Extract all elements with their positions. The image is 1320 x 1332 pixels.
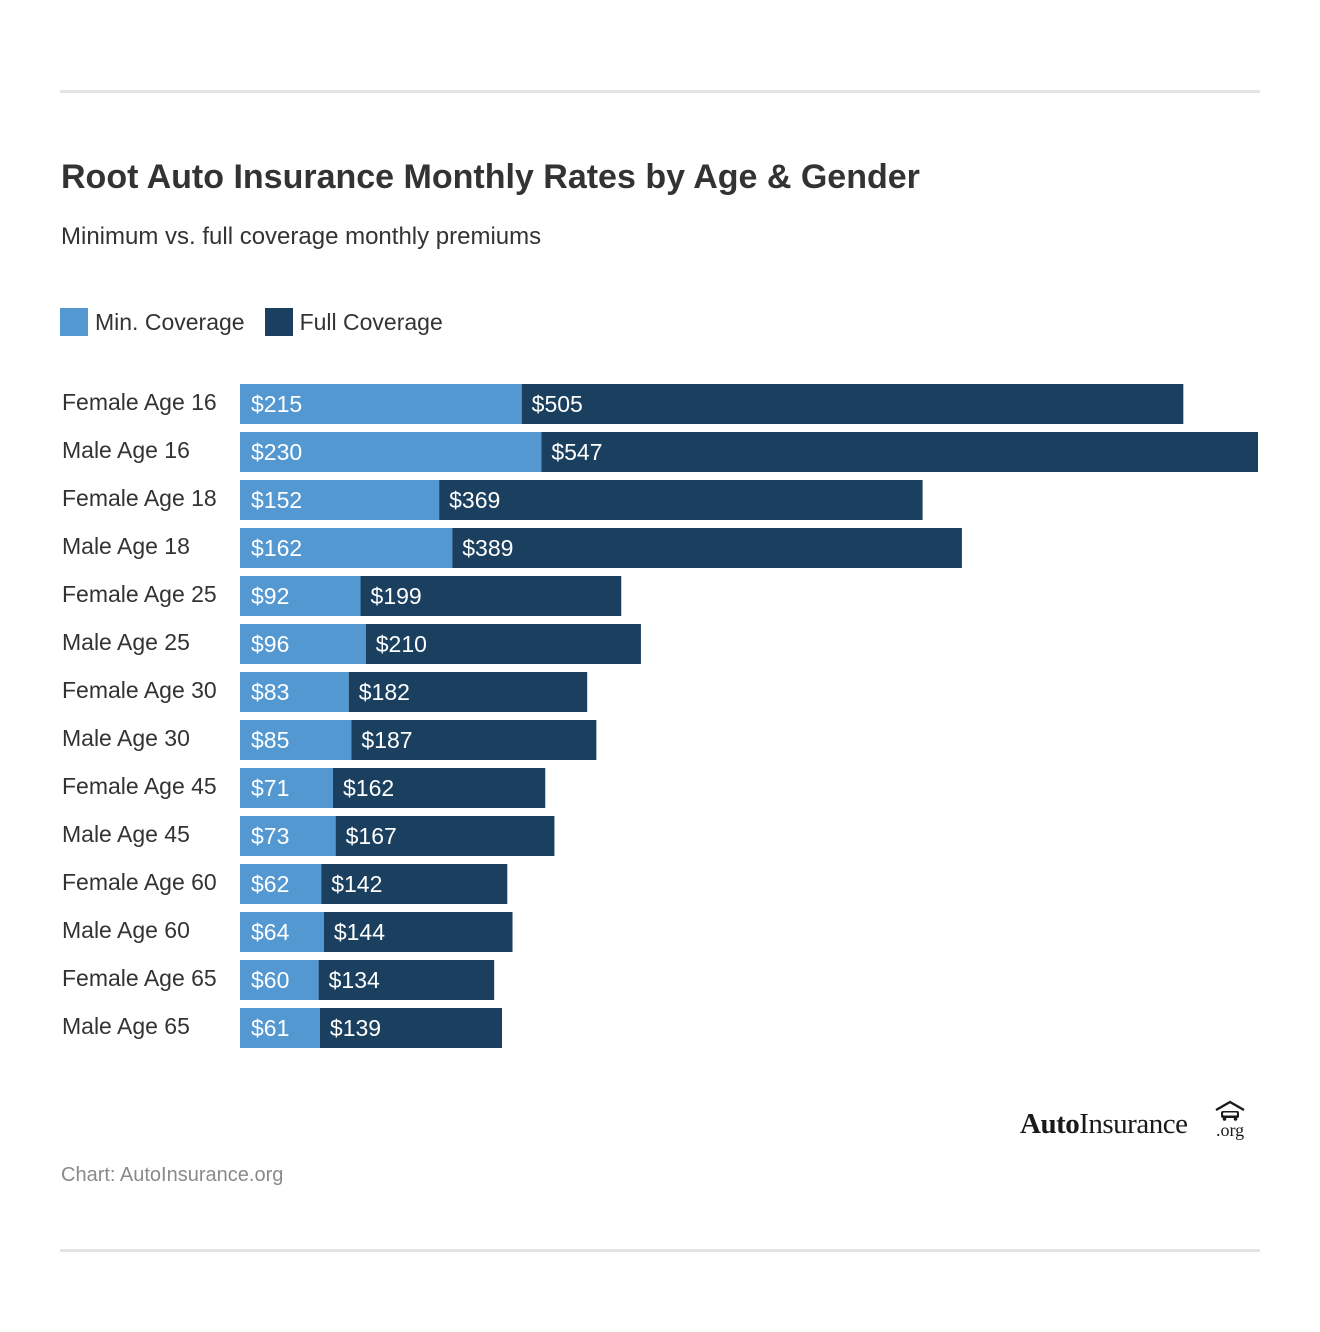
- value-label-min-male-age-16: $230: [251, 439, 302, 465]
- value-label-min-female-age-45: $71: [251, 775, 289, 801]
- logo-wordmark: AutoInsurance: [1020, 1108, 1188, 1140]
- legend: Min. Coverage Full Coverage: [60, 308, 463, 336]
- bar-full-male-age-65[interactable]: [319, 1008, 503, 1048]
- value-label-min-female-age-25: $92: [251, 583, 289, 609]
- value-label-full-male-age-30: $187: [361, 727, 412, 753]
- value-label-full-female-age-18: $369: [449, 487, 500, 513]
- bar-full-female-age-18[interactable]: [439, 480, 923, 520]
- legend-swatch-min: [60, 308, 88, 336]
- logo-org: .org: [1216, 1120, 1245, 1140]
- chart-source: Chart: AutoInsurance.org: [61, 1164, 284, 1186]
- value-label-min-female-age-16: $215: [251, 391, 302, 417]
- value-label-min-female-age-60: $62: [251, 871, 289, 897]
- value-label-min-female-age-18: $152: [251, 487, 302, 513]
- bar-min-female-age-30[interactable]: [240, 672, 349, 712]
- value-label-min-male-age-25: $96: [251, 631, 289, 657]
- legend-item-full[interactable]: Full Coverage: [264, 308, 443, 336]
- legend-label-min: Min. Coverage: [95, 308, 245, 335]
- bar-full-female-age-30[interactable]: [348, 672, 588, 712]
- autoinsurance-logo[interactable]: AutoInsurance .org: [1020, 1100, 1252, 1146]
- value-label-min-male-age-60: $64: [251, 919, 290, 945]
- bar-min-female-age-25[interactable]: [240, 576, 361, 616]
- value-label-full-male-age-25: $210: [376, 631, 427, 657]
- value-label-min-female-age-30: $83: [251, 679, 289, 705]
- category-label-female-age-18: Female Age 18: [62, 485, 217, 511]
- value-label-min-female-age-65: $60: [251, 967, 289, 993]
- category-label-female-age-30: Female Age 30: [62, 677, 217, 703]
- value-label-full-female-age-60: $142: [331, 871, 382, 897]
- value-label-min-male-age-45: $73: [251, 823, 289, 849]
- category-label-male-age-18: Male Age 18: [62, 533, 190, 559]
- bar-full-male-age-25[interactable]: [365, 624, 641, 664]
- bar-min-male-age-18[interactable]: [240, 528, 453, 568]
- value-label-full-female-age-65: $134: [329, 967, 380, 993]
- legend-swatch-full: [264, 308, 293, 336]
- category-label-female-age-25: Female Age 25: [62, 581, 217, 607]
- bar-full-female-age-16[interactable]: [521, 384, 1184, 424]
- category-label-male-age-16: Male Age 16: [62, 437, 190, 463]
- value-label-full-female-age-30: $182: [359, 679, 410, 705]
- bar-full-male-age-18[interactable]: [452, 528, 962, 568]
- bar-min-female-age-65[interactable]: [240, 960, 319, 1000]
- top-divider: [60, 90, 1260, 93]
- bar-min-male-age-45[interactable]: [240, 816, 336, 856]
- value-label-full-male-age-65: $139: [330, 1015, 381, 1041]
- value-label-full-female-age-25: $199: [371, 583, 422, 609]
- category-label-male-age-65: Male Age 65: [62, 1013, 190, 1039]
- bar-min-male-age-25[interactable]: [240, 624, 366, 664]
- chart-subtitle: Minimum vs. full coverage monthly premiu…: [61, 223, 542, 250]
- bar-full-male-age-16[interactable]: [541, 432, 1258, 472]
- category-label-male-age-60: Male Age 60: [62, 917, 190, 943]
- bar-min-female-age-16[interactable]: [240, 384, 522, 424]
- value-label-full-male-age-16: $547: [551, 439, 602, 465]
- category-label-male-age-30: Male Age 30: [62, 725, 190, 751]
- bar-min-female-age-60[interactable]: [240, 864, 322, 904]
- category-label-male-age-25: Male Age 25: [62, 629, 190, 655]
- bar-full-female-age-25[interactable]: [360, 576, 622, 616]
- bar-full-female-age-60[interactable]: [321, 864, 508, 904]
- bar-min-male-age-60[interactable]: [240, 912, 324, 952]
- car-garage-icon: [1215, 1100, 1245, 1121]
- bar-chart: Female Age 16 $215 $505 Male Age 16 $230 $547…: [62, 384, 1258, 1048]
- category-label-female-age-65: Female Age 65: [62, 965, 217, 991]
- category-label-female-age-16: Female Age 16: [62, 389, 217, 415]
- value-label-full-male-age-60: $144: [334, 919, 385, 945]
- category-label-male-age-45: Male Age 45: [62, 821, 190, 847]
- bar-full-female-age-65[interactable]: [318, 960, 495, 1000]
- bar-full-male-age-30[interactable]: [351, 720, 597, 760]
- category-label-female-age-60: Female Age 60: [62, 869, 217, 895]
- bottom-divider: [60, 1249, 1260, 1252]
- value-label-min-male-age-65: $61: [251, 1015, 289, 1041]
- bar-min-female-age-18[interactable]: [240, 480, 440, 520]
- chart-title: Root Auto Insurance Monthly Rates by Age…: [61, 158, 920, 196]
- bar-min-male-age-30[interactable]: [240, 720, 352, 760]
- value-label-full-female-age-16: $505: [532, 391, 583, 417]
- bar-full-female-age-45[interactable]: [333, 768, 546, 808]
- value-label-full-female-age-45: $162: [343, 775, 394, 801]
- value-label-full-male-age-18: $389: [462, 535, 513, 561]
- category-label-female-age-45: Female Age 45: [62, 773, 217, 799]
- bar-min-male-age-16[interactable]: [240, 432, 542, 472]
- value-label-min-male-age-30: $85: [251, 727, 289, 753]
- bar-min-male-age-65[interactable]: [240, 1008, 320, 1048]
- value-label-full-male-age-45: $167: [346, 823, 397, 849]
- legend-label-full: Full Coverage: [299, 308, 443, 335]
- legend-item-min[interactable]: Min. Coverage: [60, 308, 245, 336]
- bar-full-male-age-60[interactable]: [323, 912, 513, 952]
- bar-full-male-age-45[interactable]: [335, 816, 555, 856]
- bar-min-female-age-45[interactable]: [240, 768, 334, 808]
- value-label-min-male-age-18: $162: [251, 535, 302, 561]
